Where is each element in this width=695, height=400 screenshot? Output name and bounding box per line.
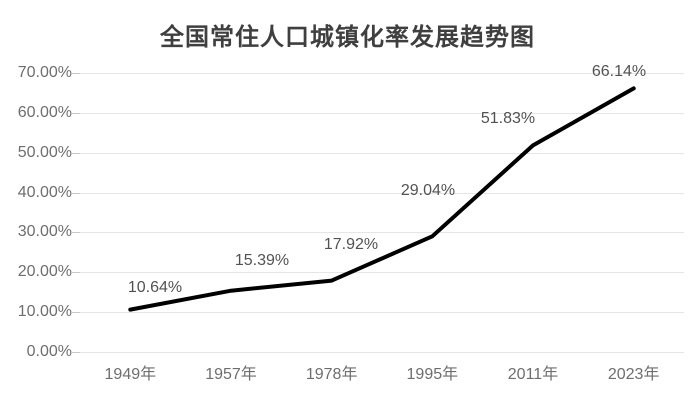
- y-axis-label: 70.00%: [17, 64, 72, 81]
- y-axis-tick: [72, 193, 80, 194]
- y-axis-label: 60.00%: [17, 104, 72, 121]
- data-label: 17.92%: [323, 236, 379, 253]
- data-label: 66.14%: [591, 63, 647, 80]
- y-axis-tick: [72, 153, 80, 154]
- gridline: [80, 272, 684, 273]
- data-label: 29.04%: [400, 182, 456, 199]
- x-axis-label: 1995年: [406, 366, 459, 383]
- y-axis-tick: [72, 272, 80, 273]
- x-axis-label: 2011年: [507, 366, 559, 383]
- x-axis-label: 2023年: [607, 366, 660, 383]
- y-axis-label: 10.00%: [17, 303, 72, 320]
- trend-line: [128, 86, 636, 312]
- y-axis-tick: [72, 312, 80, 313]
- chart-title: 全国常住人口城镇化率发展趋势图: [160, 24, 535, 51]
- gridline: [80, 232, 684, 233]
- y-axis-tick: [72, 113, 80, 114]
- gridline: [80, 73, 684, 74]
- y-axis-label: 20.00%: [17, 263, 72, 280]
- y-axis-label: 50.00%: [17, 144, 72, 161]
- y-axis-label: 30.00%: [17, 223, 72, 240]
- gridline: [80, 113, 684, 114]
- gridline: [80, 312, 684, 313]
- data-label: 51.83%: [480, 110, 536, 127]
- data-label: 10.64%: [127, 279, 183, 296]
- y-axis-label: 0.00%: [26, 343, 72, 360]
- y-axis-tick: [72, 232, 80, 233]
- x-axis-label: 1978年: [305, 366, 358, 383]
- gridline: [80, 153, 684, 154]
- y-axis-label: 40.00%: [17, 184, 72, 201]
- gridline: [80, 352, 684, 353]
- y-axis-tick: [72, 352, 80, 353]
- y-axis-tick: [72, 73, 80, 74]
- data-label: 15.39%: [234, 252, 290, 269]
- x-axis-label: 1949年: [104, 366, 157, 383]
- x-axis-label: 1957年: [205, 366, 257, 383]
- gridline: [80, 193, 684, 194]
